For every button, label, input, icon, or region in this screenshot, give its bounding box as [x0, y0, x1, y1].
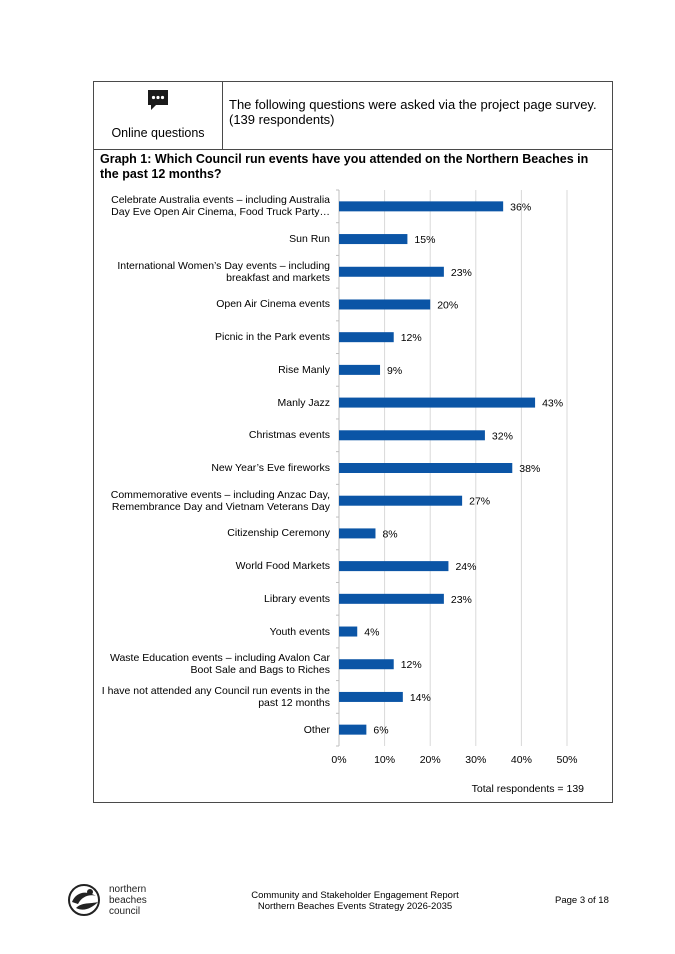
online-questions-cell: Online questions	[94, 82, 223, 150]
bar-value-label: 32%	[492, 430, 513, 442]
survey-frame: Online questions The following questions…	[93, 81, 613, 803]
x-tick-label: 10%	[374, 754, 395, 766]
online-questions-label: Online questions	[111, 126, 205, 140]
category-label: Christmas events	[248, 429, 330, 442]
bar	[339, 626, 358, 637]
bar-value-label: 20%	[437, 299, 458, 311]
bar-value-label: 24%	[455, 561, 476, 573]
x-tick-label: 50%	[556, 754, 577, 766]
bar-value-label: 6%	[373, 725, 388, 737]
bar	[339, 332, 394, 343]
category-label: World Food Markets	[235, 560, 330, 573]
bar-value-label: 36%	[510, 201, 531, 213]
logo-line-3: council	[109, 906, 141, 917]
bar	[339, 201, 504, 212]
bar	[339, 528, 376, 539]
report-title: Community and Stakeholder Engagement Rep…	[230, 890, 480, 912]
bar	[339, 430, 485, 441]
category-label: Picnic in the Park events	[215, 331, 330, 344]
category-label: International Women’s Day events – inclu…	[117, 259, 330, 284]
bar-value-label: 12%	[401, 659, 422, 671]
bar	[339, 299, 431, 310]
category-label: Sun Run	[289, 233, 330, 246]
bar-value-label: 27%	[469, 496, 490, 508]
bar-value-label: 15%	[414, 234, 435, 246]
x-tick-label: 30%	[465, 754, 486, 766]
bar	[339, 234, 408, 245]
chat-bubble-icon	[148, 90, 168, 110]
bar-value-label: 14%	[410, 692, 431, 704]
bar	[339, 659, 394, 670]
category-label: New Year’s Eve fireworks	[211, 462, 330, 474]
category-label: Celebrate Australia events – including A…	[111, 194, 330, 219]
report-line-2: Northern Beaches Events Strategy 2026-20…	[257, 901, 453, 912]
bar	[339, 561, 449, 572]
category-label: Library events	[264, 592, 330, 605]
logo-line-2: beaches	[109, 895, 147, 906]
bar	[339, 495, 463, 506]
bar	[339, 266, 444, 277]
bar	[339, 593, 444, 604]
category-label: Open Air Cinema events	[216, 298, 330, 311]
respondents-note: Total respondents = 139	[472, 783, 585, 795]
chart-title: Graph 1: Which Council run events have y…	[100, 152, 589, 181]
bar-value-label: 4%	[364, 627, 379, 639]
bar-value-label: 23%	[451, 267, 472, 279]
bar-value-label: 43%	[542, 398, 563, 410]
bar	[339, 463, 513, 473]
category-label: Waste Education events – including Avalo…	[109, 652, 330, 677]
logo-wordmark: northern beaches council	[109, 884, 147, 917]
category-label: Manly Jazz	[277, 396, 330, 409]
bar-value-label: 38%	[519, 463, 540, 475]
bar-value-label: 23%	[451, 594, 472, 606]
category-label: Other	[303, 723, 330, 736]
bar-value-label: 9%	[387, 365, 402, 377]
bar	[339, 397, 536, 408]
category-label: Commemorative events – including Anzac D…	[110, 488, 330, 513]
category-label: Citizenship Ceremony	[227, 527, 330, 540]
category-label: Rise Manly	[278, 363, 330, 376]
category-label: Youth events	[269, 625, 330, 638]
bar	[339, 724, 367, 735]
intro-text: The following questions were asked via t…	[229, 97, 597, 127]
report-line-1: Community and Stakeholder Engagement Rep…	[251, 890, 459, 901]
x-tick-label: 0%	[331, 754, 346, 766]
bar-value-label: 12%	[401, 332, 422, 344]
x-tick-label: 40%	[511, 754, 532, 766]
bar	[339, 691, 403, 702]
x-tick-label: 20%	[420, 754, 441, 766]
bar-value-label: 8%	[382, 528, 397, 540]
logo-line-1: northern	[109, 884, 147, 895]
category-label: I have not attended any Council run even…	[101, 684, 330, 709]
page-number: Page 3 of 18	[555, 895, 609, 906]
intro-cell: The following questions were asked via t…	[223, 82, 612, 150]
council-logo-icon	[68, 884, 100, 916]
bar	[339, 364, 381, 375]
